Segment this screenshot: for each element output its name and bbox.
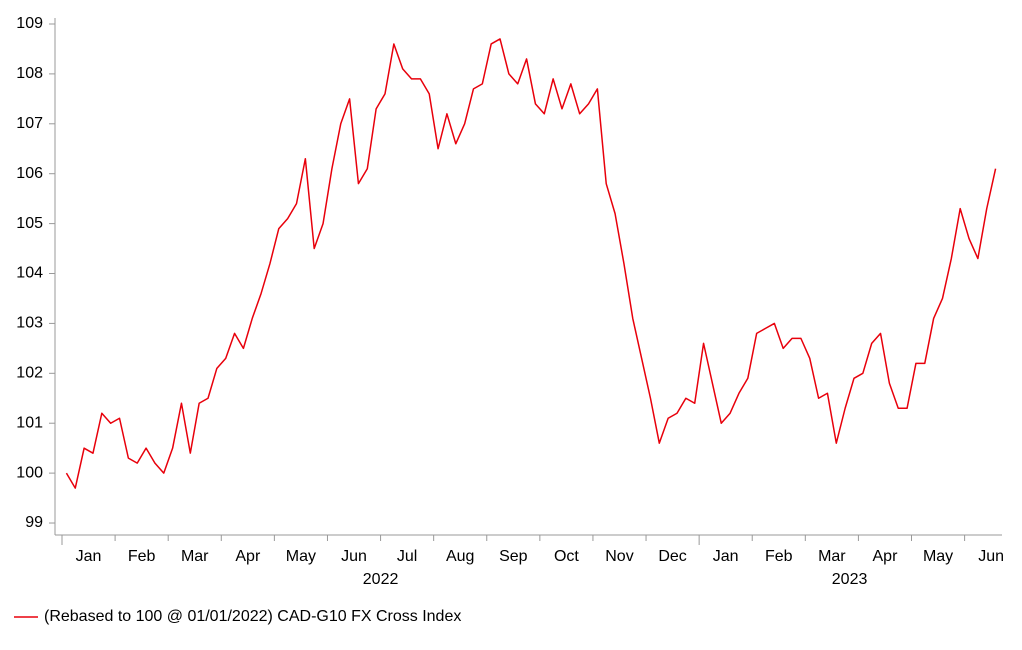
x-tick-label: Jan xyxy=(76,548,102,565)
x-tick-label: Jan xyxy=(713,548,739,565)
y-tick-label: 104 xyxy=(16,265,43,282)
x-tick-label: Apr xyxy=(873,548,899,565)
year-label: 2023 xyxy=(832,571,868,588)
x-tick-label: May xyxy=(923,548,953,565)
x-tick-label: Mar xyxy=(818,548,846,565)
x-tick-label: Nov xyxy=(605,548,633,565)
x-tick-label: Jun xyxy=(978,548,1004,565)
y-tick-label: 109 xyxy=(16,15,43,32)
y-tick-label: 107 xyxy=(16,115,43,132)
x-tick-label: Mar xyxy=(181,548,209,565)
series-line xyxy=(65,38,997,489)
y-tick-label: 100 xyxy=(16,464,43,481)
x-tick-label: Oct xyxy=(554,548,579,565)
y-tick-label: 101 xyxy=(16,414,43,431)
y-tick-label: 105 xyxy=(16,215,43,232)
x-tick-label: Sep xyxy=(499,548,528,565)
x-tick-label: May xyxy=(286,548,316,565)
y-tick-label: 102 xyxy=(16,365,43,382)
x-tick-label: Jun xyxy=(341,548,367,565)
x-tick-label: Jul xyxy=(397,548,417,565)
y-tick-label: 103 xyxy=(16,315,43,332)
y-tick-label: 99 xyxy=(25,514,43,531)
x-tick-label: Feb xyxy=(765,548,793,565)
x-tick-label: Aug xyxy=(446,548,474,565)
x-tick-label: Apr xyxy=(235,548,261,565)
y-tick-label: 108 xyxy=(16,65,43,82)
x-tick-label: Feb xyxy=(128,548,156,565)
y-tick-label: 106 xyxy=(16,165,43,182)
year-label: 2022 xyxy=(363,571,399,588)
legend-label: (Rebased to 100 @ 01/01/2022) CAD-G10 FX… xyxy=(44,608,461,625)
x-tick-label: Dec xyxy=(658,548,686,565)
